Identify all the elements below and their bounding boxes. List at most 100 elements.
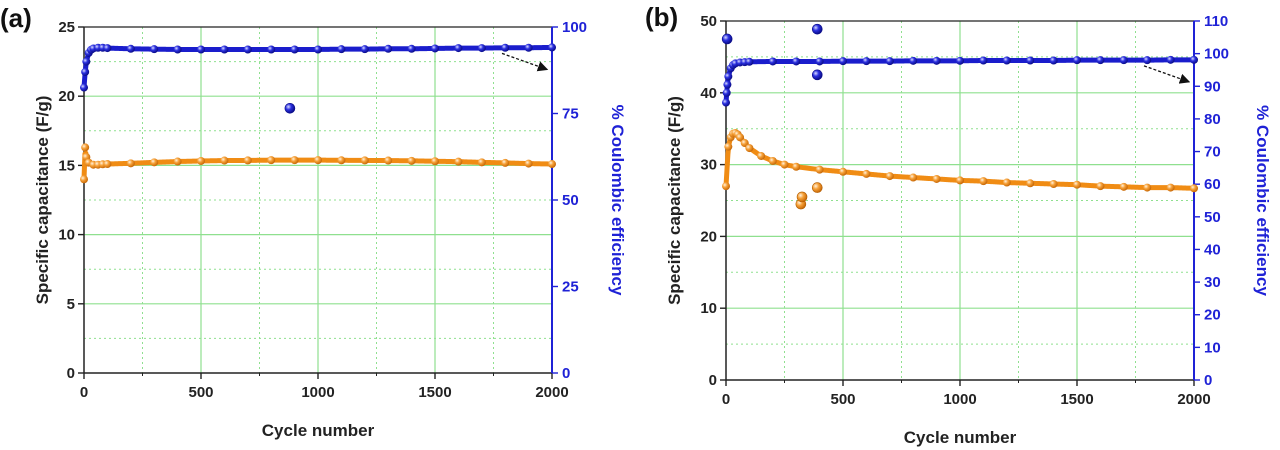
panel-b-capacitance-point — [1190, 184, 1198, 193]
panel-b-efficiency-point — [722, 98, 730, 107]
panel-b-efficiency-point — [768, 57, 777, 66]
panel-b-efficiency-point — [1166, 55, 1175, 64]
panel-a-y2-tick-label: 25 — [562, 279, 579, 296]
panel-a-capacitance-point — [477, 158, 486, 167]
panel-a-capacitance-point — [407, 156, 416, 165]
panel-a-capacitance-point — [360, 156, 369, 165]
panel-a-x-tick-label: 500 — [188, 384, 213, 401]
panel-a-y-tick-label: 0 — [67, 365, 75, 382]
panel-a-capacitance-point — [197, 156, 205, 165]
panel-b-capacitance-point — [979, 177, 988, 186]
panel-b-efficiency-point — [1119, 56, 1128, 65]
chart-panel-a: (a) 0 500 1000 1500 2000 0 5 10 15 20 25 0 25 50 75 100 C… — [0, 3, 627, 440]
panel-a-capacitance-point — [103, 160, 112, 169]
panel-b-capacitance-point — [1143, 183, 1152, 192]
panel-b-capacitance-point — [1119, 182, 1128, 191]
panel-b-capacitance-point — [932, 174, 941, 183]
panel-b-y-tick-label: 40 — [700, 85, 717, 102]
panel-b-capacitance-point — [745, 144, 754, 153]
panel-b-x-axis-label: Cycle number — [904, 428, 1017, 447]
panel-b-efficiency-point — [1026, 56, 1035, 65]
panel-b-capacitance-point — [839, 167, 847, 176]
panel-b-y2-tick-label: 10 — [1204, 339, 1221, 356]
panel-b-efficiency-series — [721, 23, 1198, 107]
panel-a-label: (a) — [0, 3, 32, 33]
panel-b-capacitance-point — [757, 151, 766, 160]
panel-b-y-tick-label: 30 — [700, 157, 717, 174]
panel-b-x-tick-label: 1500 — [1060, 391, 1093, 408]
panel-a-x-tick-label: 1500 — [418, 384, 451, 401]
panel-b-efficiency-outlier — [811, 23, 823, 35]
panel-a-x-axis-label: Cycle number — [262, 421, 375, 440]
panel-b-capacitance-point — [736, 133, 745, 142]
panel-b-y2-tick-label: 110 — [1204, 13, 1228, 30]
panel-a-annotation-arrow — [501, 52, 549, 72]
panel-a-efficiency-point — [197, 45, 205, 54]
panel-a-capacitance-point — [126, 159, 135, 168]
panel-b-efficiency-point — [1002, 56, 1011, 65]
panel-a-efficiency-point — [82, 57, 91, 66]
panel-b-y-tick-label: 50 — [700, 13, 717, 30]
panel-a-capacitance-point — [81, 143, 90, 152]
panel-b-capacitance-point — [740, 139, 749, 148]
panel-b-y2-tick-label: 80 — [1204, 111, 1221, 128]
panel-b-y2-tick-label: 70 — [1204, 144, 1221, 161]
panel-b-efficiency-point — [745, 57, 754, 66]
panel-a-x-tick-label: 2000 — [535, 384, 568, 401]
panel-a-capacitance-series — [80, 143, 556, 184]
panel-a-y-tick-label: 15 — [58, 157, 75, 174]
panel-b-efficiency-point — [815, 57, 824, 66]
panel-b-efficiency-outlier — [721, 33, 733, 45]
panel-a-y2-axis-label: % Coulombic efficiency — [608, 105, 627, 296]
panel-a-capacitance-point — [150, 158, 159, 167]
panel-a-efficiency-point — [407, 44, 416, 53]
panel-a-efficiency-point — [220, 45, 229, 54]
panel-a-efficiency-point — [477, 44, 486, 53]
panel-b-capacitance-point — [1096, 182, 1105, 191]
panel-b-capacitance-point — [1002, 178, 1011, 187]
panel-a-efficiency-point — [360, 45, 369, 54]
panel-a-efficiency-point — [501, 43, 510, 52]
panel-a-efficiency-point — [243, 45, 252, 54]
panel-a-efficiency-point — [454, 44, 463, 53]
panel-a-y2-tick-label: 100 — [562, 19, 587, 36]
panel-b-capacitance-point — [1073, 180, 1081, 189]
panel-a-efficiency-point — [80, 83, 88, 92]
panel-a-efficiency-point — [548, 43, 556, 52]
panel-a-capacitance-point — [80, 175, 88, 184]
panel-b-y2-tick-label: 90 — [1204, 78, 1221, 95]
panel-b-efficiency-point — [839, 57, 847, 66]
chart-panel-b: (b)0 500 1000 1500 2000010203040500102030405… — [645, 2, 1272, 447]
panel-b-y-tick-label: 10 — [700, 300, 717, 317]
panel-a-y2-tick-label: 50 — [562, 192, 579, 209]
panel-b-efficiency-point — [723, 80, 732, 89]
panel-b-capacitance-point — [792, 162, 801, 171]
panel-a-y-tick-label: 20 — [58, 88, 75, 105]
panel-b-efficiency-point — [792, 57, 801, 66]
panel-b-efficiency-point — [1049, 56, 1058, 65]
panel-a-efficiency-point — [267, 45, 276, 54]
panel-b-y2-tick-label: 100 — [1204, 46, 1229, 63]
panel-b-capacitance-point — [780, 160, 789, 169]
panel-b-efficiency-point — [724, 72, 733, 81]
panel-a-capacitance-point — [173, 157, 182, 166]
panel-b-y2-tick-label: 40 — [1204, 241, 1221, 258]
panel-b-annotation-arrow — [1143, 65, 1191, 84]
panel-b-efficiency-point — [862, 57, 871, 66]
panel-a-efficiency-point — [103, 44, 112, 53]
panel-b-efficiency-point — [1190, 55, 1198, 64]
panel-b-capacitance-point — [862, 169, 871, 178]
panel-a-efficiency-point — [431, 44, 439, 53]
panel-a-y2-tick-label: 0 — [562, 365, 570, 382]
panel-a-capacitance-point — [337, 156, 346, 165]
panel-a-efficiency-point — [524, 43, 533, 52]
panel-b-y-axis-label: Specific capacitance (F/g) — [665, 96, 684, 305]
panel-a-y2-tick-label: 75 — [562, 106, 579, 123]
panel-a-efficiency-point — [126, 44, 135, 53]
panel-b-capacitance-point — [815, 165, 824, 174]
panel-a-capacitance-point — [524, 159, 533, 168]
panel-a-y-tick-label: 5 — [67, 296, 75, 313]
panel-a-capacitance-point — [431, 157, 439, 166]
panel-a-efficiency-point — [314, 45, 322, 54]
